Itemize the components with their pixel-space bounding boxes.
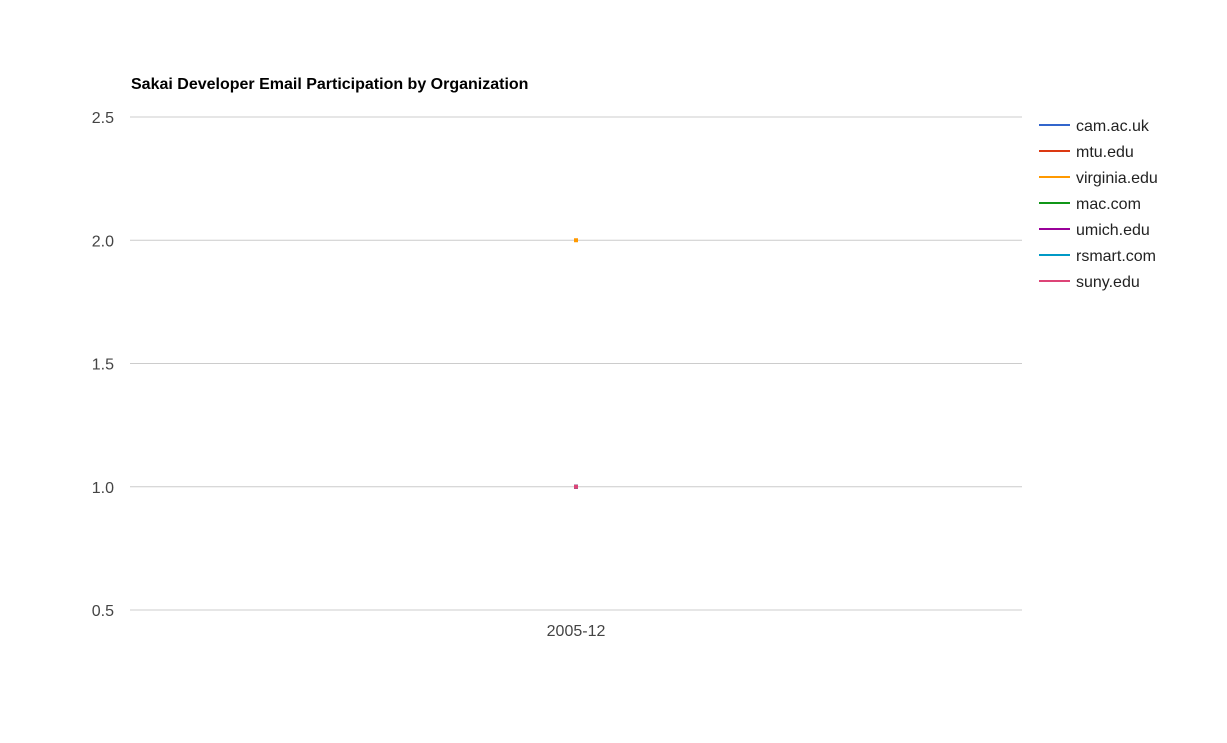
y-tick-label: 0.5 [92,603,114,620]
legend-label: suny.edu [1076,274,1140,291]
y-tick-label: 1.5 [92,357,114,374]
data-point[interactable] [574,238,578,243]
legend-label: umich.edu [1076,222,1150,239]
legend-item[interactable]: umich.edu [1039,222,1150,239]
legend-item[interactable]: cam.ac.uk [1039,118,1150,135]
legend-item[interactable]: rsmart.com [1039,248,1156,265]
chart-title: Sakai Developer Email Participation by O… [131,76,528,93]
data-points [574,238,578,489]
legend-item[interactable]: suny.edu [1039,274,1140,291]
y-tick-label: 1.0 [92,480,114,497]
legend-label: mtu.edu [1076,144,1134,161]
gridlines [130,116,1022,611]
legend-item[interactable]: mtu.edu [1039,144,1134,161]
legend-label: virginia.edu [1076,170,1158,187]
x-axis-tick-labels: 2005-12 [547,623,606,640]
y-tick-label: 2.5 [92,110,114,127]
legend-label: rsmart.com [1076,248,1156,265]
legend[interactable]: cam.ac.uk mtu.edu virginia.edu mac.com umich… [1039,118,1158,291]
legend-item[interactable]: mac.com [1039,196,1141,213]
legend-label: cam.ac.uk [1076,118,1150,135]
x-tick-label: 2005-12 [547,623,606,640]
y-tick-label: 2.0 [92,233,114,250]
legend-item[interactable]: virginia.edu [1039,170,1158,187]
legend-label: mac.com [1076,196,1141,213]
y-axis-tick-labels: 0.5 1.0 1.5 2.0 2.5 [92,110,114,620]
data-point[interactable] [574,484,578,489]
